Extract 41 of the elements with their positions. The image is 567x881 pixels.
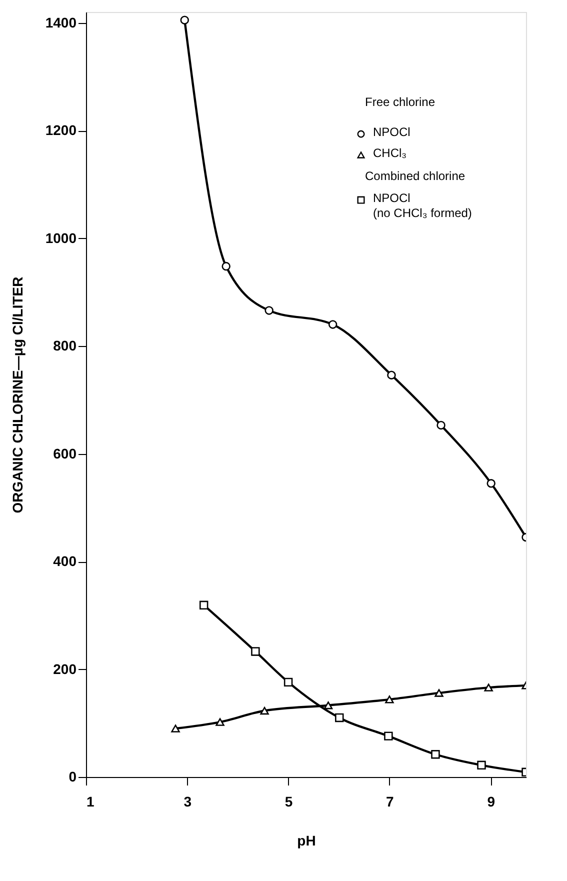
point bbox=[484, 684, 493, 692]
point bbox=[180, 16, 189, 24]
point bbox=[328, 320, 338, 329]
x-tick-label: 5 bbox=[284, 794, 293, 810]
y-tick-label: 1200 bbox=[45, 122, 77, 138]
y-tick-label: 200 bbox=[53, 660, 77, 677]
y-axis-title: ORGANIC CHLORINE—μg Cl/LITER bbox=[9, 276, 26, 514]
y-tick-label: 1000 bbox=[45, 230, 77, 246]
annotation: Combined chlorine bbox=[365, 169, 466, 183]
x-axis-title: pH bbox=[297, 832, 316, 848]
point bbox=[260, 706, 269, 715]
legend-label: NPOCl bbox=[373, 125, 410, 139]
x-tick-label: 1 bbox=[86, 794, 94, 810]
x-tick-label: 9 bbox=[487, 794, 496, 810]
legend-label: NPOCl (no CHCl₃ formed) bbox=[373, 191, 472, 220]
point bbox=[324, 701, 333, 710]
point bbox=[284, 678, 293, 687]
point bbox=[335, 713, 344, 722]
x-tick-label: 3 bbox=[184, 794, 192, 810]
point bbox=[199, 600, 208, 610]
legend-label: CHCl₃ bbox=[373, 146, 407, 160]
point bbox=[431, 750, 440, 759]
point bbox=[216, 718, 224, 726]
y-tick-label: 1400 bbox=[45, 14, 77, 30]
point bbox=[384, 732, 393, 740]
annotation: Free chlorine bbox=[365, 95, 436, 109]
y-tick-label: 400 bbox=[53, 553, 77, 570]
point bbox=[264, 306, 274, 315]
point bbox=[222, 262, 230, 271]
point bbox=[436, 420, 446, 430]
point bbox=[251, 647, 260, 656]
point bbox=[385, 696, 394, 704]
point bbox=[486, 479, 496, 488]
x-tick-label: 7 bbox=[386, 794, 394, 810]
point bbox=[171, 724, 180, 732]
point bbox=[434, 689, 444, 697]
y-tick-label: 800 bbox=[53, 338, 77, 354]
point bbox=[387, 370, 396, 380]
y-tick-label: 600 bbox=[53, 445, 77, 462]
y-tick-label: 0 bbox=[68, 768, 77, 784]
point bbox=[477, 760, 486, 770]
